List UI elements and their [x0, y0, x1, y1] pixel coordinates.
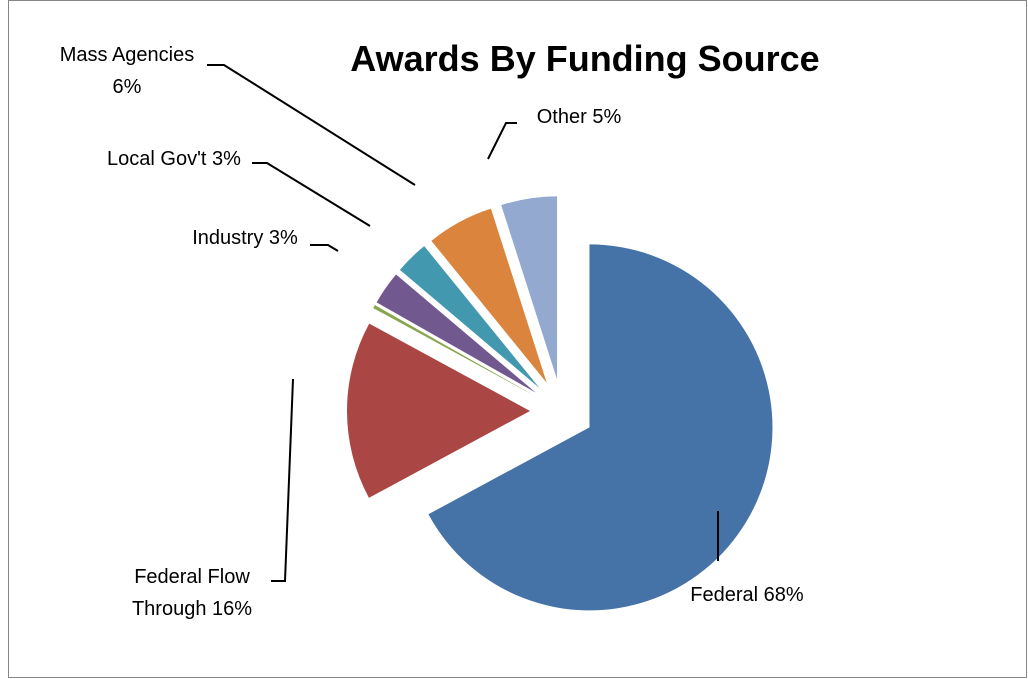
slice-label-mass-agencies: Mass Agencies 6% — [60, 44, 195, 98]
pie-slices — [347, 196, 773, 611]
slice-labels: Federal 68% Federal Flow Through 16% Indust… — [60, 44, 804, 620]
pie-slice-federal-flow-through — [347, 323, 531, 498]
pie-slice-mass-agencies — [431, 208, 547, 383]
slice-label-federal: Federal 68% — [690, 584, 804, 606]
slice-label-local-govt: Local Gov't 3% — [107, 148, 241, 170]
slice-label-line: Mass Agencies — [60, 44, 195, 66]
leader-lines — [207, 64, 719, 582]
slice-label-line: 6% — [113, 76, 142, 98]
leader-line-industry — [310, 244, 339, 252]
pie-slice-local-govt — [399, 246, 540, 389]
slice-label-line: Federal 68% — [690, 584, 804, 606]
slice-label-line: Through 16% — [132, 598, 252, 620]
slice-label-federal-flow-through: Federal Flow Through 16% — [132, 566, 252, 620]
pie-slice-federal — [428, 244, 773, 611]
pie-slice-unlabeled — [373, 305, 535, 396]
chart-title: Awards By Funding Source — [350, 38, 819, 79]
leader-line-other — [487, 122, 517, 160]
pie-slice-other — [501, 196, 558, 380]
leader-line-federal-flow-through — [271, 378, 294, 582]
pie-slice-industry — [376, 274, 536, 393]
slice-label-line: Local Gov't 3% — [107, 148, 241, 170]
slice-label-industry: Industry 3% — [192, 227, 298, 249]
slice-label-line: Industry 3% — [192, 227, 298, 249]
chart-frame: Awards By Funding Source Federal 68% Fede… — [8, 0, 1027, 678]
pie-chart: Awards By Funding Source Federal 68%Fede… — [60, 38, 820, 620]
leader-line-local-govt — [252, 162, 371, 227]
slice-label-other: Other 5% — [537, 106, 622, 128]
slice-label-line: Other 5% — [537, 106, 622, 128]
leader-line-mass-agencies — [207, 64, 416, 186]
slice-label-line: Federal Flow — [134, 566, 250, 588]
